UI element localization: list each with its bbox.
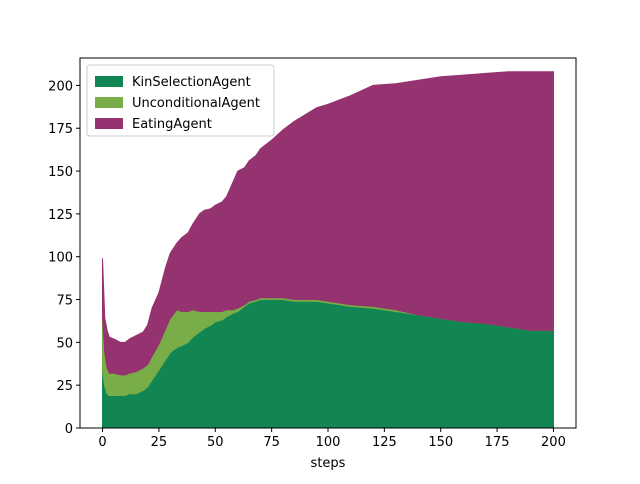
x-tick-label: 200: [541, 435, 566, 450]
x-tick-label: 175: [485, 435, 510, 450]
x-axis-label: steps: [311, 456, 346, 471]
legend-swatch: [95, 76, 123, 87]
legend-label: KinSelectionAgent: [132, 75, 251, 90]
y-tick-label: 25: [56, 379, 73, 394]
legend-swatch: [95, 97, 123, 108]
y-tick-label: 75: [56, 294, 73, 309]
legend-swatch: [95, 118, 123, 129]
x-tick-label: 100: [316, 435, 341, 450]
x-tick-label: 0: [98, 435, 106, 450]
y-tick-label: 150: [48, 165, 73, 180]
legend-label: EatingAgent: [132, 117, 212, 132]
legend-label: UnconditionalAgent: [132, 96, 260, 111]
y-tick-label: 50: [56, 336, 73, 351]
y-tick-label: 125: [48, 208, 73, 223]
y-tick-label: 200: [48, 79, 73, 94]
x-tick-label: 150: [428, 435, 453, 450]
legend: KinSelectionAgent UnconditionalAgent Eatin…: [86, 64, 275, 137]
legend-box: [86, 64, 275, 137]
x-tick-label: 75: [263, 435, 280, 450]
y-tick-label: 100: [48, 251, 73, 266]
area-eatingagent: [102, 71, 554, 376]
x-tick-label: 50: [207, 435, 224, 450]
y-tick-label: 175: [48, 122, 73, 137]
x-tick-label: 125: [372, 435, 397, 450]
y-tick-label: 0: [65, 422, 73, 437]
x-tick-label: 25: [151, 435, 168, 450]
